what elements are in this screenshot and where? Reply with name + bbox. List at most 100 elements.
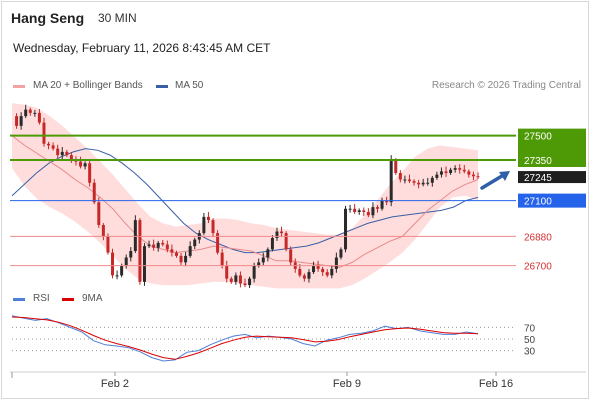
candle-body xyxy=(243,283,247,286)
candle-body xyxy=(216,233,220,253)
candle-body xyxy=(476,176,480,178)
candle-body xyxy=(165,244,169,250)
candle-body xyxy=(353,208,357,212)
time-tick-label: Feb 9 xyxy=(333,378,361,390)
candle-body xyxy=(184,255,188,263)
candle-body xyxy=(101,225,105,237)
candle-body xyxy=(202,216,206,234)
datetime-label: Wednesday, February 11, 2026 8:43:45 AM … xyxy=(13,41,271,55)
level-label-27100-bg xyxy=(518,193,586,208)
candle-body xyxy=(298,268,302,276)
rsi-legend-swatch xyxy=(13,298,25,301)
candle-body xyxy=(142,246,146,282)
bollinger-band xyxy=(12,103,478,289)
candle-body xyxy=(412,181,416,183)
candle-body xyxy=(385,200,389,203)
candle-body xyxy=(417,182,421,185)
candle-body xyxy=(206,216,210,221)
candle-body xyxy=(56,148,60,156)
levels-layer: 27245 27500 27350 27100 26880 26700 xyxy=(10,128,586,273)
rsi-tick-30: 30 xyxy=(524,347,536,358)
candle-body xyxy=(398,173,402,180)
candle-body xyxy=(28,109,32,113)
level-label-27500: 27500 xyxy=(524,132,552,143)
candle-body xyxy=(97,202,101,225)
candle-body xyxy=(357,210,361,212)
resistance-block xyxy=(518,128,586,167)
candle-body xyxy=(316,265,320,269)
candle-body xyxy=(403,179,407,181)
candle-body xyxy=(421,182,425,185)
candle-body xyxy=(348,208,352,210)
candle-body xyxy=(129,251,133,258)
candle-body xyxy=(275,231,279,238)
candle-body xyxy=(371,207,375,216)
candle-body xyxy=(47,143,51,146)
candle-body xyxy=(458,168,462,170)
candle-body xyxy=(106,236,110,253)
candle-body xyxy=(174,252,178,256)
candle-body xyxy=(37,112,41,123)
rsi-tick-50: 50 xyxy=(524,335,536,346)
time-tick-label: Feb 2 xyxy=(101,378,129,390)
candle-body xyxy=(270,238,274,250)
rsi-legend-label: RSI xyxy=(33,293,50,304)
candle-body xyxy=(439,171,443,175)
candle-body xyxy=(307,272,311,279)
last-price-label: 27245 xyxy=(524,173,552,184)
last-price-bg xyxy=(518,171,586,184)
candle-body xyxy=(161,242,165,245)
rsi-tick-70: 70 xyxy=(524,323,536,334)
candle-body xyxy=(220,252,224,266)
candle-body xyxy=(24,109,28,117)
candle-body xyxy=(111,252,115,276)
candle-body xyxy=(426,182,430,184)
candle-body xyxy=(284,233,288,250)
bollinger-legend-swatch xyxy=(13,85,25,88)
candle-body xyxy=(449,169,453,173)
candle-body xyxy=(389,160,393,203)
candle-body xyxy=(334,257,338,269)
candle-body xyxy=(15,116,19,126)
ma50-line xyxy=(11,148,479,254)
candle-body xyxy=(453,168,457,170)
candle-body xyxy=(115,275,119,277)
candle-body xyxy=(444,171,448,173)
candle-body xyxy=(79,161,83,167)
candle-body xyxy=(188,246,192,256)
candle-body xyxy=(321,268,325,273)
candle-body xyxy=(234,275,238,282)
candle-body xyxy=(302,275,306,279)
candle-body xyxy=(179,255,183,263)
candle-body xyxy=(280,231,284,234)
rsi-ma-line xyxy=(11,316,479,360)
bollinger-legend-label: MA 20 + Bollinger Bands xyxy=(33,80,143,91)
rsi-ma-legend-label: 9MA xyxy=(82,293,103,304)
rsi-ma-legend-swatch xyxy=(62,298,74,301)
candle-body xyxy=(133,220,137,251)
credit-label: Research © 2026 Trading Central xyxy=(431,80,581,91)
candle-body xyxy=(225,265,229,279)
forecast-arrow-head xyxy=(499,171,510,181)
rsi-line xyxy=(11,315,479,362)
candle-body xyxy=(156,242,160,248)
candle-body xyxy=(325,272,329,276)
time-tick-label: Feb 16 xyxy=(479,378,513,390)
candle-body xyxy=(394,160,398,173)
candle-body xyxy=(375,207,379,209)
symbol-title: Hang Seng xyxy=(11,10,85,26)
candle-body xyxy=(330,268,334,276)
candle-body xyxy=(266,249,270,258)
candle-body xyxy=(257,262,261,266)
ma20-line xyxy=(11,135,479,268)
candle-body xyxy=(467,171,471,175)
candle-body xyxy=(83,163,87,167)
candle-body xyxy=(19,116,23,126)
candle-body xyxy=(42,122,46,144)
level-label-26880: 26880 xyxy=(524,232,552,243)
candle-body xyxy=(124,257,128,266)
candle-body xyxy=(92,182,96,203)
candle-body xyxy=(88,163,92,183)
